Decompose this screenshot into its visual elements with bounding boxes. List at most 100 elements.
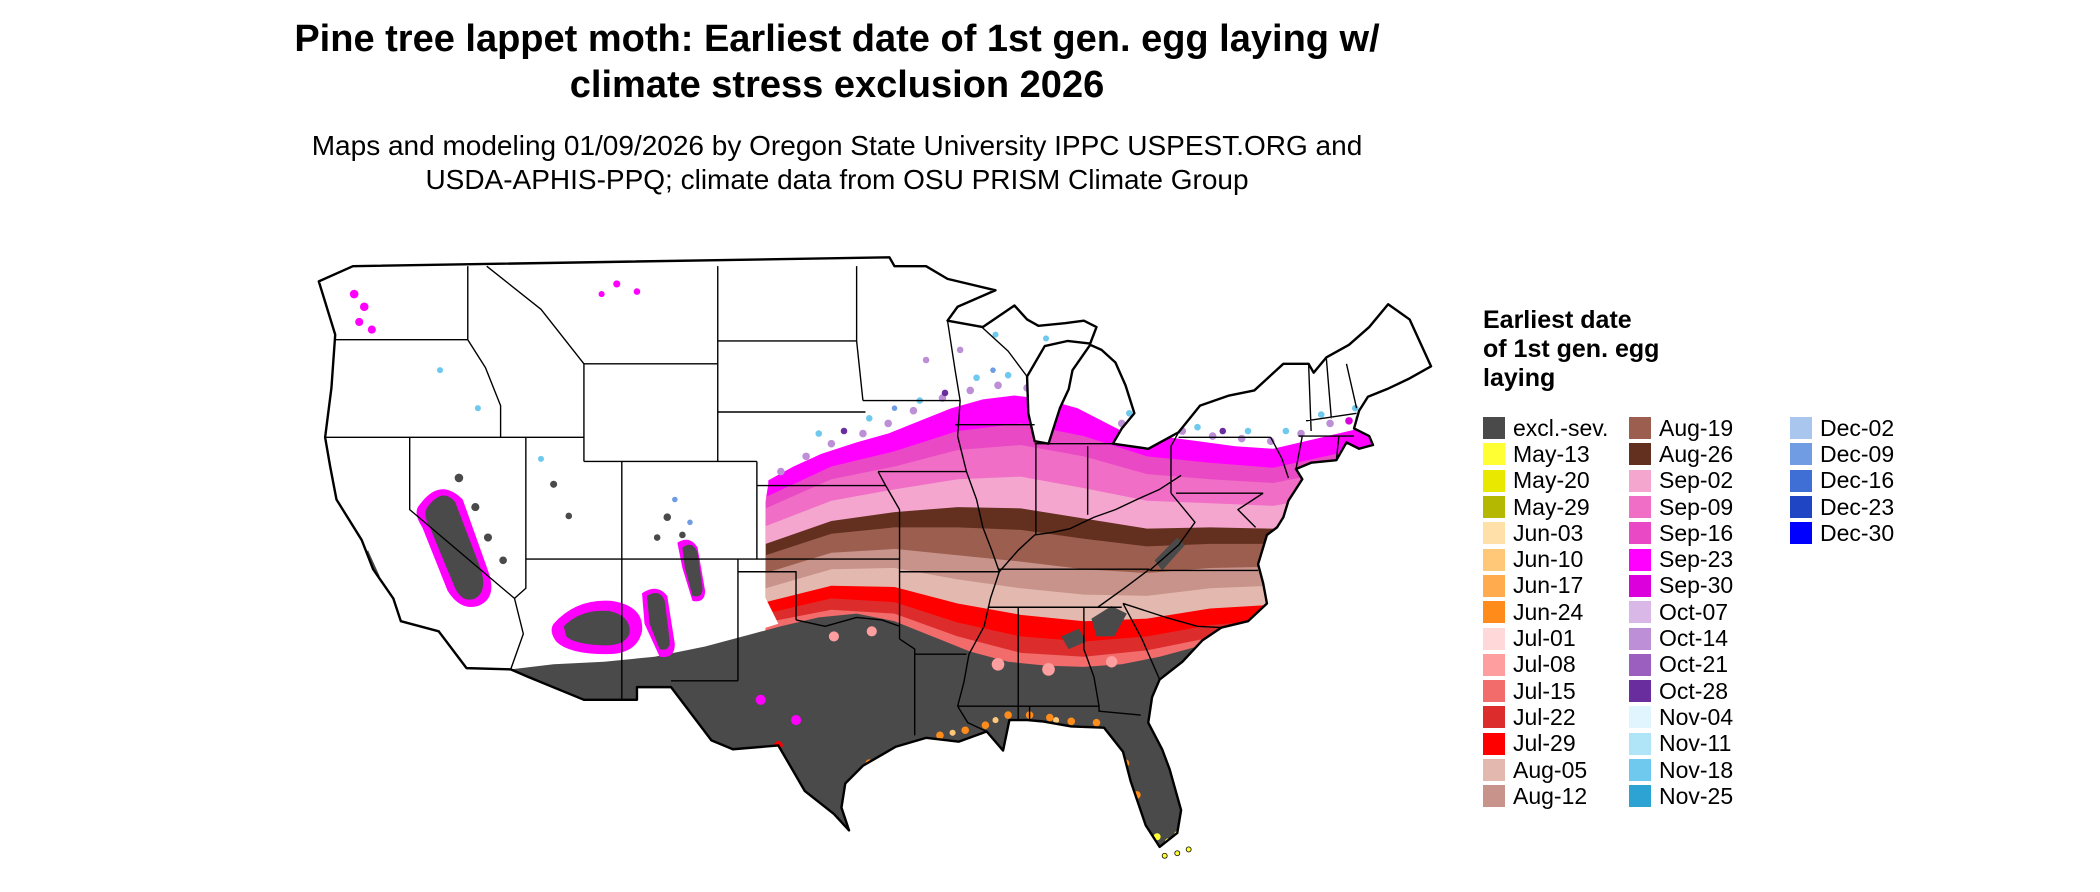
legend-label: Sep-16 — [1659, 519, 1734, 546]
jun-light-speckles — [949, 717, 1060, 736]
legend-label: Oct-07 — [1659, 598, 1729, 625]
us-outline — [317, 256, 1433, 849]
us-map — [238, 218, 1450, 890]
legend-entry: Jul-15 — [1483, 678, 1629, 704]
legend-entry: Jul-01 — [1483, 625, 1629, 651]
page-subtitle: Maps and modeling 01/09/2026 by Oregon S… — [0, 129, 1674, 197]
legend-entry: Dec-02 — [1790, 415, 1940, 441]
legend-label: Oct-21 — [1659, 651, 1729, 678]
legend-label: excl.-sev. — [1513, 414, 1609, 441]
legend-label: Nov-11 — [1659, 730, 1732, 757]
legend-entry: Nov-25 — [1629, 783, 1790, 809]
legend: Earliest date of 1st gen. egg laying exc… — [1483, 306, 2043, 809]
header: Pine tree lappet moth: Earliest date of … — [0, 16, 1674, 197]
legend-entry: Nov-18 — [1629, 757, 1790, 783]
legend-entry: Jun-03 — [1483, 520, 1629, 546]
legend-label: Dec-09 — [1820, 440, 1895, 467]
title-line-2: climate stress exclusion 2026 — [569, 64, 1105, 107]
legend-label: Nov-18 — [1659, 756, 1734, 783]
legend-entry: Jul-29 — [1483, 730, 1629, 757]
legend-label: Sep-02 — [1659, 467, 1734, 494]
legend-entry: Nov-04 — [1629, 704, 1790, 730]
legend-swatch — [1483, 443, 1505, 466]
legend-swatch — [1629, 785, 1651, 808]
legend-label: Jul-01 — [1513, 625, 1576, 652]
legend-label: Dec-16 — [1820, 467, 1895, 494]
legend-entry: Jun-10 — [1483, 546, 1629, 572]
state-borders — [325, 265, 1358, 736]
legend-entry: Dec-16 — [1790, 467, 1940, 494]
legend-swatch — [1483, 574, 1505, 597]
legend-swatch — [1790, 469, 1812, 492]
legend-label: Nov-25 — [1659, 782, 1734, 809]
legend-entry: Aug-12 — [1483, 783, 1629, 809]
legend-label: Dec-30 — [1820, 519, 1895, 546]
legend-swatch — [1629, 496, 1651, 519]
legend-entry: Sep-23 — [1629, 546, 1790, 572]
legend-column-1: excl.-sev. May-13 May-20 May-29 Jun-03 Jun-10… — [1483, 415, 1629, 809]
legend-swatch — [1483, 706, 1505, 729]
subtitle-line-1: Maps and modeling 01/09/2026 by Oregon S… — [311, 129, 1363, 161]
legend-swatch — [1629, 759, 1651, 781]
legend-label: Sep-09 — [1659, 493, 1734, 520]
legend-entry: Dec-30 — [1790, 520, 1940, 546]
subtitle-line-2: USDA-APHIS-PPQ; climate data from OSU PR… — [425, 163, 1249, 195]
legend-swatch — [1629, 706, 1651, 729]
legend-entry: Nov-11 — [1629, 730, 1790, 757]
legend-swatch — [1483, 496, 1505, 519]
legend-title-line-1: Earliest date — [1483, 306, 1632, 334]
legend-swatch — [1629, 653, 1651, 676]
legend-title-line-3: laying — [1483, 364, 1556, 392]
legend-label: May-13 — [1513, 440, 1590, 467]
legend-label: Jul-22 — [1513, 703, 1576, 730]
legend-swatch — [1629, 443, 1651, 466]
legend-entry: Jul-22 — [1483, 704, 1629, 730]
legend-label: Oct-14 — [1659, 625, 1729, 652]
legend-label: Aug-26 — [1659, 440, 1734, 467]
legend-column-3: Dec-02 Dec-09 Dec-16 Dec-23 Dec-30 — [1790, 415, 1940, 546]
legend-swatch — [1483, 653, 1505, 676]
legend-label: Sep-23 — [1659, 546, 1734, 573]
legend-label: Dec-02 — [1820, 414, 1895, 441]
legend-label: Aug-12 — [1513, 782, 1588, 809]
legend-entry: May-20 — [1483, 467, 1629, 494]
legend-label: Jun-17 — [1513, 572, 1584, 599]
legend-entry: Sep-16 — [1629, 520, 1790, 546]
legend-swatch — [1483, 732, 1505, 755]
legend-swatch — [1483, 548, 1505, 571]
legend-entry: Jun-17 — [1483, 572, 1629, 599]
legend-entry: Aug-26 — [1629, 441, 1790, 467]
legend-swatch — [1483, 417, 1505, 440]
legend-entry: Oct-21 — [1629, 651, 1790, 678]
legend-swatch — [1629, 680, 1651, 703]
legend-swatch — [1483, 522, 1505, 545]
legend-swatch — [1483, 680, 1505, 703]
legend-swatch — [1483, 785, 1505, 808]
legend-entry: Aug-19 — [1629, 415, 1790, 441]
legend-entry: May-13 — [1483, 441, 1629, 467]
legend-swatch — [1483, 759, 1505, 781]
legend-column-2: Aug-19 Aug-26 Sep-02 Sep-09 Sep-16 Sep-23 Sep-… — [1629, 415, 1790, 809]
legend-swatch — [1483, 469, 1505, 492]
legend-entry: Jul-08 — [1483, 651, 1629, 678]
page-title: Pine tree lappet moth: Earliest date of … — [0, 16, 1674, 109]
legend-swatch — [1629, 469, 1651, 492]
legend-entry: May-29 — [1483, 494, 1629, 520]
legend-label: Jun-24 — [1513, 598, 1584, 625]
legend-label: Jul-15 — [1513, 677, 1576, 704]
legend-label: Jul-29 — [1513, 730, 1576, 757]
legend-swatch — [1629, 522, 1651, 545]
legend-label: May-20 — [1513, 467, 1590, 494]
legend-label: Oct-28 — [1659, 677, 1729, 704]
legend-entry: Oct-07 — [1629, 599, 1790, 625]
legend-title-line-2: of 1st gen. egg — [1483, 335, 1660, 363]
legend-label: Nov-04 — [1659, 703, 1734, 730]
legend-label: Jun-10 — [1513, 546, 1584, 573]
legend-entry: excl.-sev. — [1483, 415, 1629, 441]
legend-label: Dec-23 — [1820, 493, 1895, 520]
appalachian-gray-patches — [1061, 537, 1185, 650]
legend-label: Aug-19 — [1659, 414, 1734, 441]
legend-columns: excl.-sev. May-13 May-20 May-29 Jun-03 Jun-10… — [1483, 415, 2043, 809]
legend-entry: Aug-05 — [1483, 757, 1629, 783]
